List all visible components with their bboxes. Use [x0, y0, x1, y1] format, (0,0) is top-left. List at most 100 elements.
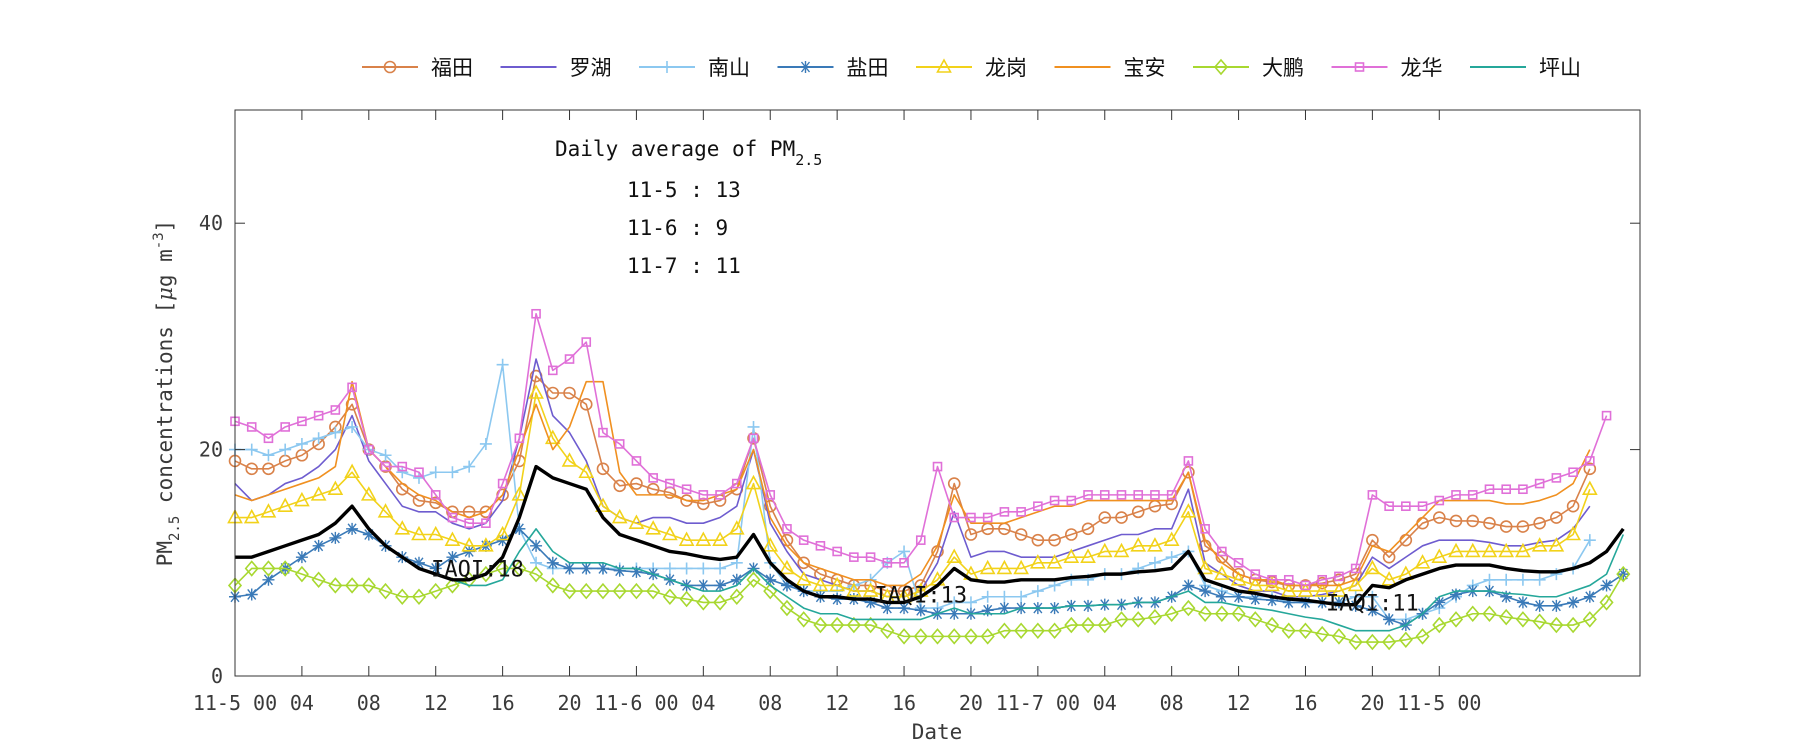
- iaqi-labels: IAQI:18 IAQI:13 IAQI:11: [431, 557, 1419, 616]
- data-point-龙岗-37: [846, 582, 862, 597]
- data-point-龙华-66: [1334, 571, 1344, 582]
- annotation-title: Daily average of PM2.5: [555, 137, 822, 169]
- data-point-龙华-46: [999, 507, 1010, 517]
- data-point-龙岗-6: [327, 480, 344, 496]
- data-point-盐田-5: [312, 539, 325, 552]
- data-point-南山-29: [714, 562, 727, 575]
- data-point-福田-21: [579, 398, 593, 411]
- data-point-龙华-20: [564, 354, 575, 364]
- data-point-大鹏-45: [980, 628, 995, 645]
- data-point-龙华-41: [915, 535, 926, 545]
- data-point-盐田-72: [1433, 596, 1446, 609]
- data-point-盐田-78: [1533, 599, 1546, 612]
- series-line-龙岗: [235, 392, 1591, 598]
- data-point-大鹏-47: [1014, 622, 1029, 639]
- data-point-南山-56: [1165, 551, 1178, 564]
- data-point-盐田-29: [714, 579, 727, 592]
- iaqi-label: IAQI:13: [874, 583, 967, 608]
- data-point-大鹏-24: [629, 582, 644, 600]
- data-point-龙华-17: [514, 433, 525, 444]
- series-line-average: [235, 464, 1625, 607]
- data-point-大鹏-67: [1348, 633, 1363, 651]
- data-point-福田-20: [563, 386, 576, 400]
- data-point-龙岗-24: [628, 514, 645, 529]
- y-label-sup: -3: [151, 232, 167, 249]
- data-point-大鹏-75: [1482, 605, 1497, 622]
- x-tick-label: 12: [1227, 691, 1251, 715]
- data-point-盐田-8: [362, 528, 375, 541]
- data-point-龙岗-33: [779, 559, 795, 575]
- x-tick-label: 12: [424, 691, 448, 715]
- data-point-龙岗-8: [360, 486, 377, 501]
- legend-item-盐田: 盐田: [777, 56, 889, 80]
- legend-item-龙华: 龙华: [1331, 56, 1443, 80]
- data-point-龙华-53: [1116, 490, 1127, 500]
- data-point-大鹏-26: [662, 588, 677, 605]
- data-point-大鹏-7: [345, 577, 360, 594]
- data-point-福田-75: [1483, 516, 1496, 530]
- data-point-盐田-36: [831, 593, 844, 606]
- data-point-龙岗-36: [829, 576, 845, 592]
- data-point-龙岗-21: [578, 463, 595, 479]
- x-tick-label: 16: [1293, 691, 1317, 715]
- data-point-龙华-60: [1233, 557, 1244, 568]
- data-point-龙华-50: [1066, 495, 1077, 506]
- data-point-龙岗-48: [1030, 554, 1046, 569]
- data-point-盐田-2: [262, 573, 275, 586]
- data-point-大鹏-28: [696, 594, 711, 611]
- data-point-龙华-71: [1417, 501, 1428, 512]
- data-point-大鹏-50: [1064, 616, 1079, 634]
- data-point-盐田-63: [1282, 596, 1295, 609]
- data-point-大鹏-27: [679, 590, 694, 608]
- data-point-南山-10: [396, 466, 409, 479]
- data-point-大鹏-16: [495, 560, 510, 577]
- data-point-龙华-23: [614, 439, 625, 449]
- data-point-龙华-51: [1083, 490, 1093, 500]
- data-point-大鹏-66: [1331, 628, 1346, 645]
- x-tick-label: 04: [1093, 691, 1117, 715]
- data-point-大鹏-80: [1566, 616, 1581, 634]
- series-坪山: [235, 505, 1625, 632]
- series-福田: [228, 369, 1597, 598]
- data-point-大鹏-65: [1315, 625, 1330, 643]
- annotation-title-main: Daily average of PM: [555, 137, 795, 161]
- data-point-龙华-65: [1317, 574, 1328, 585]
- data-point-龙岗-61: [1247, 576, 1264, 592]
- data-point-盐田-69: [1383, 613, 1396, 626]
- data-point-大鹏-1: [244, 560, 259, 577]
- x-tick-label: 08: [357, 691, 381, 715]
- data-point-盐田-77: [1516, 596, 1529, 609]
- data-point-龙华-78: [1534, 478, 1545, 489]
- data-point-龙岗-18: [528, 384, 544, 399]
- data-point-龙岗-43: [946, 548, 963, 563]
- data-point-大鹏-81: [1582, 611, 1597, 628]
- data-point-南山-7: [346, 420, 359, 433]
- annotation-line: 11-6 : 9: [627, 216, 728, 240]
- data-point-大鹏-5: [311, 571, 326, 589]
- data-point-福田-77: [1516, 520, 1530, 533]
- data-point-南山-47: [1015, 590, 1028, 603]
- series-宝安: [234, 380, 1591, 587]
- data-point-龙华-12: [430, 490, 441, 500]
- data-point-盐田-82: [1600, 579, 1613, 592]
- series-龙华: [230, 308, 1612, 591]
- data-point-龙岗-26: [662, 525, 678, 541]
- data-point-盐田-64: [1299, 596, 1312, 609]
- data-point-盐田-80: [1567, 596, 1580, 609]
- data-point-大鹏-63: [1281, 622, 1296, 639]
- data-point-盐田-57: [1182, 579, 1195, 592]
- data-point-龙华-63: [1283, 574, 1294, 585]
- data-point-盐田-24: [630, 565, 643, 578]
- data-point-龙华-52: [1099, 490, 1110, 500]
- data-point-南山-50: [1065, 573, 1078, 586]
- data-point-龙岗-67: [1347, 576, 1364, 592]
- series-龙岗: [227, 384, 1598, 603]
- x-tick-label: 11-7 00: [996, 691, 1080, 715]
- series-average: [235, 464, 1625, 607]
- data-point-盐田-40: [898, 602, 911, 615]
- legend-marker-龙岗: [936, 58, 952, 73]
- data-point-龙华-61: [1250, 569, 1261, 579]
- data-point-龙岗-80: [1565, 525, 1581, 541]
- data-point-盐田-6: [329, 531, 342, 544]
